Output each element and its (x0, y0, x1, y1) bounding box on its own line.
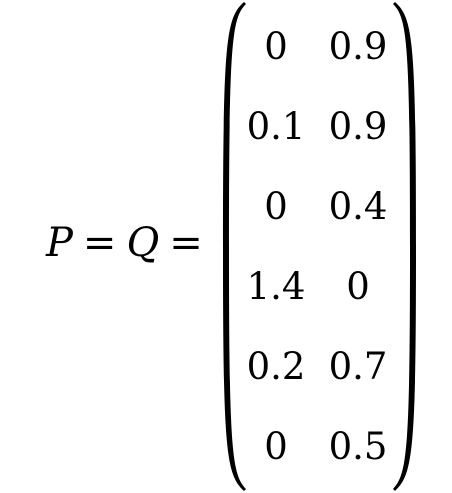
matrix-cell: 0.7 (328, 345, 388, 388)
equals-sign: = (169, 220, 203, 266)
equation-left-side: P = Q = (46, 213, 213, 273)
matrix-cell: 0.9 (328, 105, 388, 148)
matrix-cell: 0 (346, 265, 370, 308)
matrix-cell: 0 (264, 25, 288, 68)
matrix-cell: 0 (264, 185, 288, 228)
equals-sign: = (82, 220, 117, 266)
matrix-cell: 0.1 (246, 105, 306, 148)
matrix: 0 0.9 0.1 0.9 0 0.4 1.4 0 0.2 0.7 0 0.5 (236, 0, 404, 493)
matrix-cell: 0.5 (328, 425, 388, 468)
variable-q: Q (126, 220, 160, 266)
matrix-cell: 0 (264, 425, 288, 468)
variable-p: P (46, 220, 73, 266)
matrix-cell: 0.4 (328, 185, 388, 228)
matrix-cell: 0.2 (246, 345, 306, 388)
matrix-cell: 0.9 (328, 25, 388, 68)
matrix-cell: 1.4 (246, 265, 306, 308)
